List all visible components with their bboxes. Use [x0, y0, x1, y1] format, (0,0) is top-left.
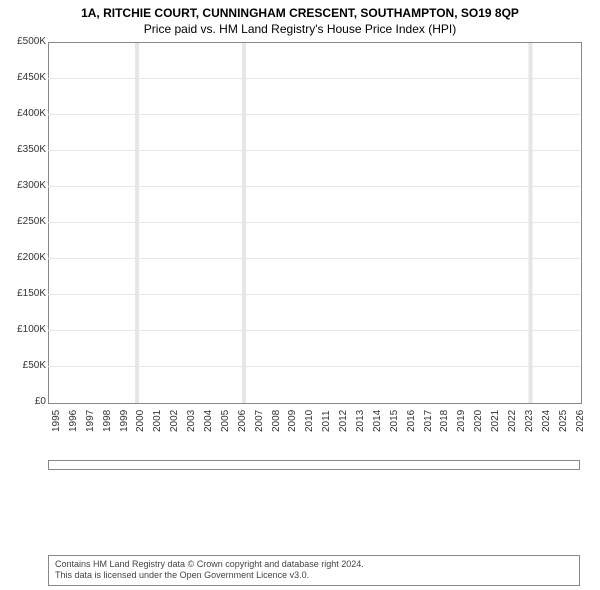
- y-tick-label: £300K: [0, 180, 46, 191]
- x-tick-label: 2022: [507, 410, 518, 432]
- x-tick-label: 2016: [406, 410, 417, 432]
- x-tick-label: 2015: [389, 410, 400, 432]
- x-tick-label: 2006: [237, 410, 248, 432]
- plot-area: [48, 42, 582, 404]
- gridline: [48, 114, 580, 115]
- x-tick-label: 2012: [338, 410, 349, 432]
- y-tick-label: £250K: [0, 216, 46, 227]
- x-tick-label: 2014: [372, 410, 383, 432]
- chart-title: 1A, RITCHIE COURT, CUNNINGHAM CRESCENT, …: [0, 6, 600, 20]
- chart-svg: [49, 43, 581, 403]
- gridline: [48, 294, 580, 295]
- y-tick-label: £100K: [0, 324, 46, 335]
- x-tick-label: 2007: [254, 410, 265, 432]
- y-tick-label: £200K: [0, 252, 46, 263]
- x-tick-label: 2000: [135, 410, 146, 432]
- y-tick-label: £350K: [0, 144, 46, 155]
- x-tick-label: 1999: [119, 410, 130, 432]
- x-tick-label: 2019: [456, 410, 467, 432]
- x-tick-label: 2005: [220, 410, 231, 432]
- chart-subtitle: Price paid vs. HM Land Registry's House …: [0, 22, 600, 36]
- x-tick-label: 2025: [558, 410, 569, 432]
- gridline: [48, 258, 580, 259]
- x-tick-label: 2024: [541, 410, 552, 432]
- x-tick-label: 1998: [102, 410, 113, 432]
- gridline: [48, 222, 580, 223]
- y-tick-label: £50K: [0, 360, 46, 371]
- chart-page: { "title": "1A, RITCHIE COURT, CUNNINGHA…: [0, 0, 600, 590]
- x-tick-label: 2018: [439, 410, 450, 432]
- x-tick-label: 2026: [575, 410, 586, 432]
- x-tick-label: 2009: [287, 410, 298, 432]
- y-tick-label: £450K: [0, 72, 46, 83]
- x-tick-label: 2020: [473, 410, 484, 432]
- x-tick-label: 2008: [271, 410, 282, 432]
- x-tick-label: 1995: [51, 410, 62, 432]
- y-tick-label: £500K: [0, 36, 46, 47]
- x-tick-label: 2011: [321, 410, 332, 432]
- gridline: [48, 366, 580, 367]
- gridline: [48, 78, 580, 79]
- x-tick-label: 1996: [68, 410, 79, 432]
- attribution-box: Contains HM Land Registry data © Crown c…: [48, 555, 580, 586]
- gridline: [48, 186, 580, 187]
- x-tick-label: 1997: [85, 410, 96, 432]
- x-tick-label: 2004: [203, 410, 214, 432]
- x-tick-label: 2002: [169, 410, 180, 432]
- y-tick-label: £400K: [0, 108, 46, 119]
- x-tick-label: 2010: [304, 410, 315, 432]
- attribution-line-2: This data is licensed under the Open Gov…: [55, 570, 573, 582]
- x-tick-label: 2021: [490, 410, 501, 432]
- gridline: [48, 150, 580, 151]
- y-tick-label: £150K: [0, 288, 46, 299]
- legend-box: [48, 460, 580, 470]
- x-tick-label: 2023: [524, 410, 535, 432]
- x-tick-label: 2013: [355, 410, 366, 432]
- x-tick-label: 2001: [152, 410, 163, 432]
- attribution-line-1: Contains HM Land Registry data © Crown c…: [55, 559, 573, 571]
- x-tick-label: 2003: [186, 410, 197, 432]
- x-tick-label: 2017: [423, 410, 434, 432]
- y-tick-label: £0: [0, 396, 46, 407]
- gridline: [48, 330, 580, 331]
